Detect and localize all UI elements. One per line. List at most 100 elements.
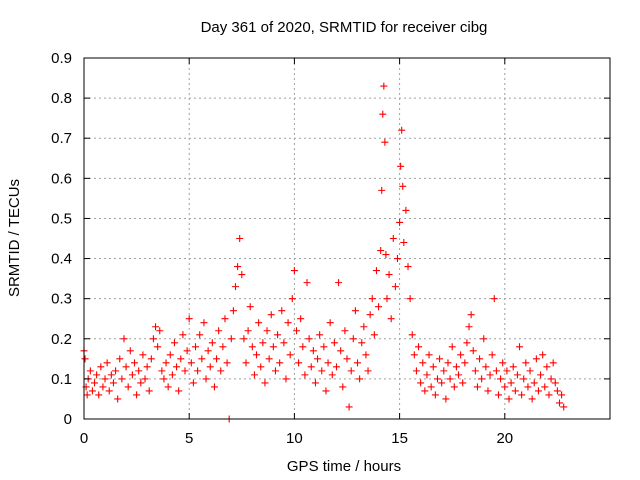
data-point [229, 307, 237, 315]
data-point [242, 359, 250, 367]
data-point [511, 387, 519, 395]
axis-ticks: 0 0.1 0.2 0.3 0.4 0.5 0.6 0.7 0.8 0.9 0 5 10 15 20 [51, 50, 610, 447]
y-tick-label: 0.2 [51, 331, 72, 348]
data-point [263, 327, 271, 335]
data-point [431, 391, 439, 399]
data-point [322, 387, 330, 395]
data-point [309, 347, 317, 355]
data-point [364, 367, 372, 375]
data-point [442, 395, 450, 403]
data-point [297, 315, 305, 323]
data-point [427, 383, 435, 391]
data-point [490, 295, 498, 303]
data-point [467, 311, 475, 319]
data-point [393, 255, 401, 263]
data-point [170, 339, 178, 347]
data-point [320, 343, 328, 351]
data-point [484, 387, 492, 395]
x-tick-label: 10 [286, 430, 303, 447]
data-point [200, 319, 208, 327]
data-point [421, 387, 429, 395]
data-point [534, 387, 542, 395]
data-point [436, 355, 444, 363]
data-point [265, 355, 273, 363]
data-point [410, 351, 418, 359]
data-point [478, 375, 486, 383]
y-tick-label: 0.7 [51, 130, 72, 147]
data-point [551, 379, 559, 387]
data-point [112, 367, 120, 375]
data-point [408, 331, 416, 339]
data-point [438, 379, 446, 387]
data-point [238, 271, 246, 279]
data-point [183, 347, 191, 355]
data-point [457, 351, 465, 359]
data-point [185, 315, 193, 323]
data-point [377, 247, 385, 255]
data-point [166, 351, 174, 359]
data-point [387, 315, 395, 323]
data-point [219, 343, 227, 351]
data-point [253, 351, 261, 359]
y-axis-label: SRMTID / TECUs [6, 179, 23, 297]
data-point [177, 355, 185, 363]
data-point [375, 303, 383, 311]
data-point [558, 391, 566, 399]
data-point [543, 363, 551, 371]
data-point [152, 323, 160, 331]
data-point [326, 319, 334, 327]
data-point [257, 363, 265, 371]
chart-title: Day 361 of 2020, SRMTID for receiver cib… [201, 19, 488, 36]
data-point [227, 335, 235, 343]
data-point [248, 343, 256, 351]
data-point [311, 379, 319, 387]
data-point [204, 347, 212, 355]
data-point [124, 383, 132, 391]
data-point [83, 391, 91, 399]
data-point [244, 327, 252, 335]
x-tick-label: 20 [496, 430, 513, 447]
data-point [164, 383, 172, 391]
data-point [354, 359, 362, 367]
data-point [295, 359, 303, 367]
data-point [358, 339, 366, 347]
data-point [284, 319, 292, 327]
data-point [246, 303, 254, 311]
grid [84, 58, 610, 419]
data-point [286, 351, 294, 359]
data-point [274, 331, 282, 339]
data-point [301, 371, 309, 379]
data-point [455, 371, 463, 379]
data-point [221, 315, 229, 323]
data-point [486, 371, 494, 379]
data-point [372, 267, 380, 275]
data-point [271, 367, 279, 375]
data-point [513, 371, 521, 379]
data-point [175, 387, 183, 395]
data-point [116, 355, 124, 363]
data-point [389, 235, 397, 242]
data-point [339, 383, 347, 391]
data-point [425, 351, 433, 359]
data-point [343, 355, 351, 363]
data-point [459, 379, 467, 387]
data-point [217, 367, 225, 375]
data-point [351, 307, 359, 315]
data-point [99, 383, 107, 391]
data-point [109, 379, 117, 387]
data-point [366, 311, 374, 319]
data-point [509, 363, 517, 371]
data-point [541, 383, 549, 391]
data-point [503, 367, 511, 375]
data-point [179, 331, 187, 339]
data-point [137, 379, 145, 387]
data-point [173, 363, 181, 371]
data-point [380, 82, 388, 90]
data-point [158, 367, 166, 375]
data-point [480, 335, 488, 343]
data-point [276, 359, 284, 367]
data-point [210, 383, 218, 391]
data-point [417, 379, 425, 387]
data-point [88, 387, 96, 395]
